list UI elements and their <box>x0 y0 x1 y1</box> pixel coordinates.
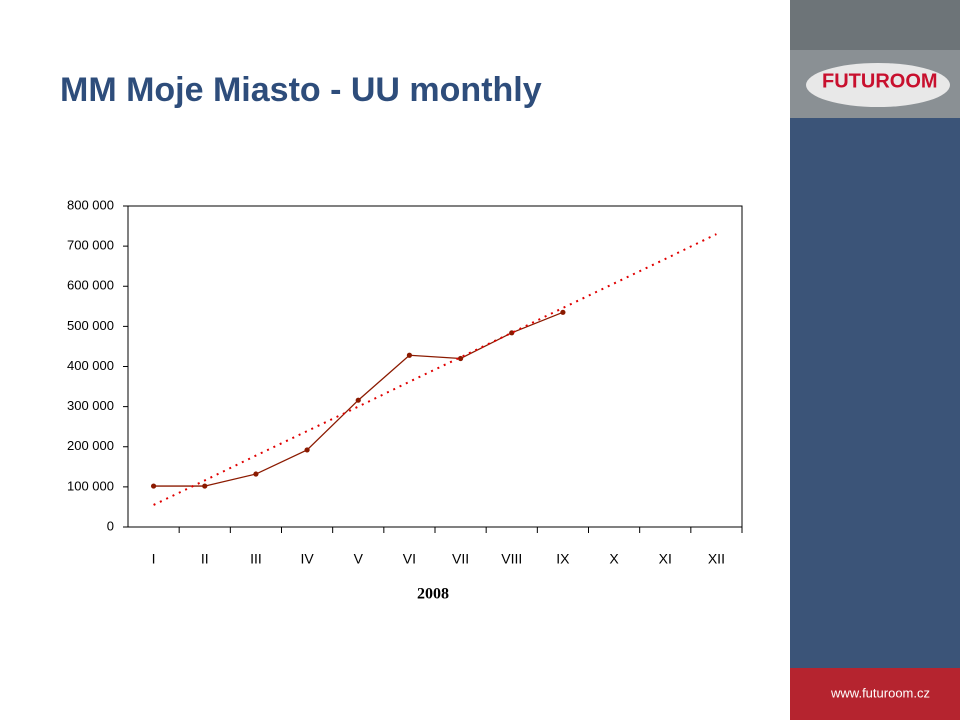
y-tick-label: 300 000 <box>67 398 114 413</box>
y-tick-label: 0 <box>107 518 114 533</box>
x-tick-label: I <box>152 551 156 567</box>
data-point <box>406 352 413 358</box>
plot-area <box>127 205 743 528</box>
y-tick-label: 600 000 <box>67 278 114 293</box>
footer-bar <box>790 668 960 720</box>
x-tick-label: III <box>250 551 262 567</box>
y-tick-label: 700 000 <box>67 238 114 253</box>
data-point <box>253 471 259 477</box>
x-tick-label: VII <box>452 551 469 567</box>
y-tick-label: 500 000 <box>67 318 114 333</box>
data-point <box>560 309 566 315</box>
y-tick-label: 200 000 <box>67 438 114 453</box>
x-tick-label: XI <box>659 551 672 567</box>
footer-url: www.futuroom.cz <box>830 685 930 700</box>
y-tick-label: 100 000 <box>67 478 114 493</box>
x-tick-label: VI <box>403 551 416 567</box>
photo-desk <box>806 63 950 107</box>
data-point <box>457 355 464 362</box>
x-tick-label: II <box>201 551 209 567</box>
x-tick-label: VIII <box>501 551 522 567</box>
x-axis-label: 2008 <box>417 586 449 603</box>
y-tick-label: 800 000 <box>67 197 114 212</box>
data-point <box>202 483 208 489</box>
data-point <box>304 447 310 453</box>
x-tick-label: IX <box>556 551 570 567</box>
x-tick-label: XII <box>708 551 725 567</box>
photo-room <box>790 0 960 50</box>
logo: FUTUROOM <box>822 70 938 92</box>
trend-line <box>153 233 717 506</box>
slide-title: MM Moje Miasto - UU monthly <box>60 71 542 109</box>
x-tick-label: X <box>609 551 619 567</box>
x-tick-label: IV <box>300 551 314 567</box>
y-tick-label: 400 000 <box>67 358 114 373</box>
data-point <box>150 483 157 489</box>
sidebar <box>790 118 960 668</box>
data-point <box>355 397 361 403</box>
x-tick-label: V <box>354 551 364 567</box>
